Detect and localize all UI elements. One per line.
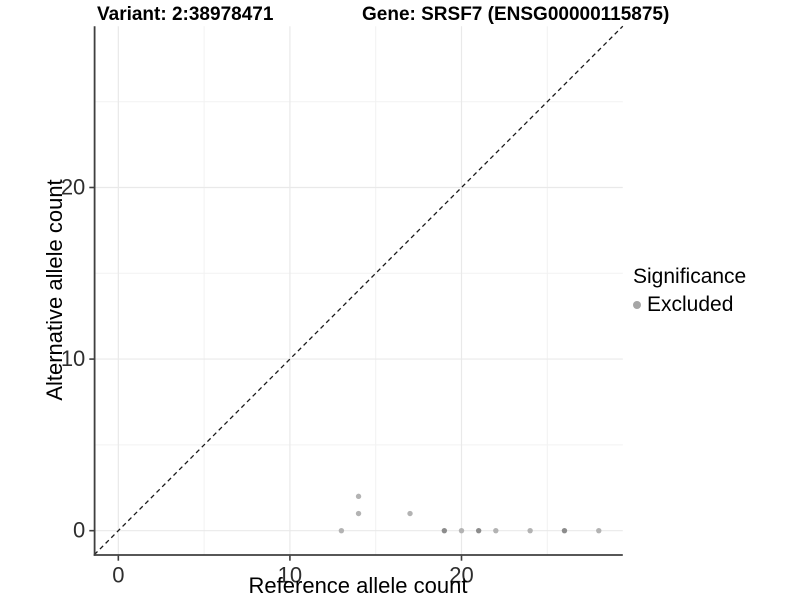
x-tick-label: 0 <box>112 563 124 588</box>
y-axis-title: Alternative allele count <box>42 179 67 401</box>
data-point <box>527 527 533 534</box>
identity-dashed-line <box>93 25 624 556</box>
data-point <box>355 510 362 517</box>
legend-title: Significance <box>633 265 747 288</box>
data-point <box>596 527 602 534</box>
data-point <box>561 527 568 534</box>
data-point <box>493 527 499 534</box>
x-tick-label: 10 <box>278 563 302 588</box>
data-point <box>407 510 413 517</box>
data-point <box>441 527 448 534</box>
gene-title: Gene: SRSF7 (ENSG00000115875) <box>362 4 670 25</box>
legend-item-excluded: Excluded <box>633 293 746 317</box>
data-point <box>355 493 362 500</box>
data-point <box>458 527 465 534</box>
legend-item-label: Excluded <box>647 293 734 316</box>
x-tick-label: 20 <box>449 563 473 588</box>
data-point <box>475 527 482 534</box>
data-point <box>338 527 345 534</box>
variant-title: Variant: 2:38978471 <box>97 4 274 25</box>
x-axis-title: Reference allele count <box>248 573 468 598</box>
legend: Significance Excluded <box>633 265 746 317</box>
y-tick-label: 10 <box>61 346 85 371</box>
y-tick-label: 0 <box>73 517 85 542</box>
y-tick-label: 20 <box>61 174 85 199</box>
legend-point-icon <box>633 301 641 309</box>
